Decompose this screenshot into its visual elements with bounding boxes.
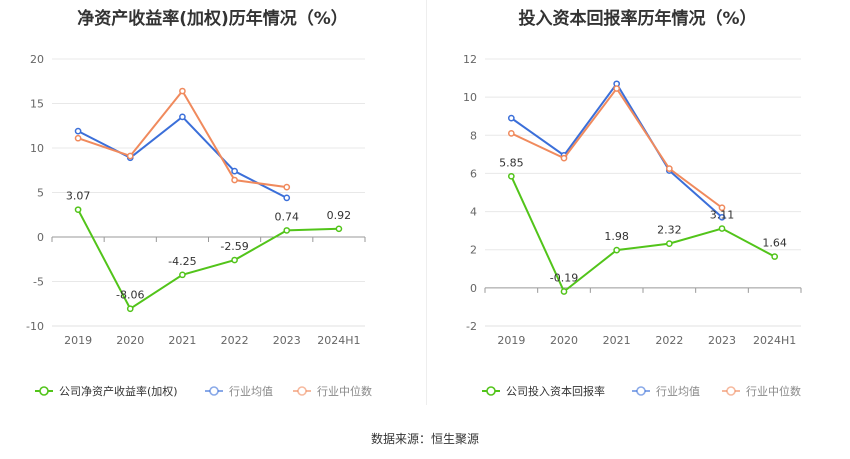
roe-legend-swatch-marker bbox=[297, 386, 307, 396]
roic-data-label: 5.85 bbox=[499, 156, 524, 169]
roe-data-label: -2.59 bbox=[220, 240, 248, 253]
roe-point-1 bbox=[231, 167, 238, 175]
roe-legend-label: 行业均值 bbox=[229, 385, 273, 398]
roic-point-1 bbox=[507, 114, 515, 122]
roic-data-label: 1.64 bbox=[762, 237, 787, 250]
roe-point-0 bbox=[283, 227, 291, 234]
roic-series-line-0 bbox=[510, 175, 776, 294]
roe-x-tick-label: 2023 bbox=[273, 334, 301, 347]
roe-y-tick-label: -5 bbox=[33, 276, 44, 289]
roe-point-1 bbox=[179, 113, 186, 121]
roic-point-2 bbox=[613, 85, 621, 92]
roe-chart-title: 净资产收益率(加权)历年情况（%） bbox=[77, 9, 348, 29]
roic-legend-label: 行业均值 bbox=[656, 385, 700, 398]
roe-x-tick-label: 2019 bbox=[64, 334, 92, 347]
roic-point-0 bbox=[718, 225, 726, 232]
roic-y-tick-label: 8 bbox=[470, 129, 477, 142]
roe-y-tick-label: 10 bbox=[30, 142, 44, 155]
roe-legend-label: 行业中位数 bbox=[317, 384, 372, 398]
roe-point-2 bbox=[179, 87, 186, 95]
roe-line-chart: -10 -5 0 5 10 15 20 2019 2020 2021 2022 2023 2024H1 3… bbox=[26, 53, 372, 398]
data-source-note: 数据来源：恒生聚源 bbox=[0, 430, 850, 447]
roic-data-label: 1.98 bbox=[604, 230, 629, 243]
roic-x-tick-label: 2020 bbox=[550, 334, 578, 347]
roe-point-0 bbox=[74, 206, 82, 214]
chart-divider bbox=[426, 0, 427, 405]
roe-y-tick-label: 20 bbox=[30, 53, 44, 66]
roic-point-0 bbox=[771, 253, 779, 260]
roic-legend-swatch-marker bbox=[726, 386, 736, 396]
roic-x-tick-label: 2024H1 bbox=[753, 334, 796, 347]
roic-point-1 bbox=[718, 213, 726, 221]
source-label: 数据来源： bbox=[370, 432, 431, 446]
roe-point-0 bbox=[179, 271, 186, 279]
roic-y-tick-label: -2 bbox=[466, 320, 477, 333]
roic-point-2 bbox=[718, 204, 726, 212]
roe-data-label: 0.92 bbox=[327, 209, 352, 222]
roic-y-tick-label: 6 bbox=[470, 167, 477, 180]
roic-x-tick-label: 2019 bbox=[497, 334, 525, 347]
roic-x-tick-label: 2023 bbox=[708, 334, 736, 347]
roic-series-line-1 bbox=[510, 81, 723, 219]
roic-legend-label: 公司投入资本回报率 bbox=[506, 384, 605, 398]
roic-y-tick-label: 12 bbox=[463, 53, 477, 66]
roe-point-0 bbox=[335, 225, 343, 233]
roe-point-2 bbox=[231, 176, 238, 184]
roe-data-label: -8.06 bbox=[116, 289, 144, 302]
roe-point-2 bbox=[74, 134, 82, 142]
roic-y-tick-label: 2 bbox=[470, 244, 477, 257]
roic-point-2 bbox=[560, 154, 568, 162]
roic-y-tick-label: 4 bbox=[470, 206, 477, 219]
roe-series-line-0 bbox=[77, 209, 339, 311]
roic-y-tick-label: 10 bbox=[463, 91, 477, 104]
roic-point-0 bbox=[560, 288, 568, 295]
roe-x-tick-label: 2024H1 bbox=[317, 334, 360, 347]
roic-x-tick-label: 2021 bbox=[603, 334, 631, 347]
roic-point-0 bbox=[507, 172, 515, 180]
roe-point-2 bbox=[126, 152, 134, 160]
roic-legend-swatch-marker bbox=[636, 386, 646, 396]
roic-x-tick-label: 2022 bbox=[655, 334, 683, 347]
roe-data-label: 3.07 bbox=[66, 190, 91, 203]
roe-x-tick-label: 2022 bbox=[221, 334, 249, 347]
roe-y-tick-label: 15 bbox=[30, 98, 44, 111]
roe-data-label: 0.74 bbox=[275, 210, 300, 223]
roic-data-label: -0.19 bbox=[550, 271, 578, 284]
roic-line-chart: -2 0 2 4 6 8 10 12 2019 2020 2021 2022 2023 2024H1 5.8… bbox=[463, 53, 802, 398]
roe-legend-swatch-marker bbox=[39, 386, 49, 396]
roe-x-tick-label: 2021 bbox=[168, 334, 196, 347]
roe-y-tick-label: 5 bbox=[37, 187, 44, 200]
roe-legend-swatch-marker bbox=[209, 386, 219, 396]
roic-legend-swatch-marker bbox=[486, 386, 496, 396]
roic-y-tick-label: 0 bbox=[470, 282, 477, 295]
roic-data-label: 2.32 bbox=[657, 224, 682, 237]
roic-legend-label: 行业中位数 bbox=[746, 384, 801, 398]
roic-chart-title: 投入资本回报率历年情况（%） bbox=[518, 9, 757, 29]
source-value: 恒生聚源 bbox=[431, 432, 480, 446]
roe-data-label: -4.25 bbox=[168, 255, 196, 268]
roe-legend-label: 公司净资产收益率(加权) bbox=[59, 384, 178, 398]
roe-y-tick-label: 0 bbox=[37, 231, 44, 244]
roe-point-1 bbox=[74, 127, 82, 135]
roic-point-2 bbox=[507, 130, 515, 137]
roic-point-0 bbox=[665, 240, 673, 247]
roe-x-tick-label: 2020 bbox=[116, 334, 144, 347]
roe-point-0 bbox=[231, 256, 238, 264]
roe-point-0 bbox=[126, 305, 134, 313]
roic-data-label: 3.11 bbox=[710, 209, 735, 222]
roic-point-2 bbox=[665, 165, 673, 173]
roe-point-2 bbox=[283, 183, 291, 191]
roe-y-tick-label: -10 bbox=[26, 320, 44, 333]
roe-point-1 bbox=[283, 194, 291, 202]
roic-point-0 bbox=[613, 246, 621, 254]
